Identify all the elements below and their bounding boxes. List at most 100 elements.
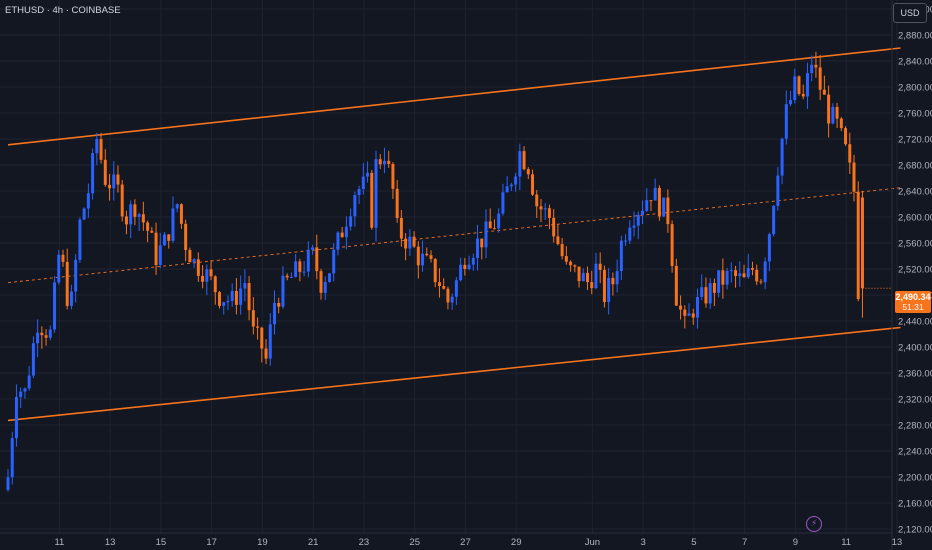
price-tick-label: 2,640.00 <box>898 187 932 198</box>
candle-body <box>412 236 416 247</box>
candle-body <box>10 438 14 478</box>
candle-body <box>387 160 391 164</box>
time-tick-label: 13 <box>892 537 903 548</box>
candle-body <box>268 324 272 359</box>
candle-body <box>306 249 310 272</box>
candle-body <box>657 187 661 217</box>
candle-body <box>23 388 27 392</box>
time-axis[interactable]: 11131517192123252729Jun3579111315 <box>54 537 932 548</box>
time-tick-label: 13 <box>105 537 116 548</box>
candle-body <box>31 343 35 376</box>
candle-body <box>205 269 209 282</box>
candle-body <box>695 296 699 318</box>
candle-body <box>353 195 357 217</box>
candle-body <box>653 187 657 201</box>
candle-body <box>196 259 200 276</box>
time-tick-label: 23 <box>359 537 370 548</box>
candle-body <box>831 106 835 124</box>
candle-body <box>349 216 353 227</box>
candle-body <box>725 270 729 285</box>
candle-body <box>543 208 547 210</box>
price-tick-label: 2,360.00 <box>898 369 932 380</box>
candle-body <box>641 210 644 215</box>
time-tick-label: 29 <box>511 537 522 548</box>
candle-body <box>175 204 179 209</box>
candle-body <box>421 253 425 266</box>
candle-body <box>366 172 370 177</box>
time-tick-label: 3 <box>640 537 645 548</box>
price-tick-label: 2,240.00 <box>898 447 932 458</box>
candle-body <box>260 327 264 349</box>
candle-body <box>222 302 226 306</box>
price-channel[interactable] <box>7 47 901 422</box>
candle-body <box>683 309 687 316</box>
candle-body <box>611 277 615 285</box>
candle-body <box>501 192 505 214</box>
candle-body <box>860 197 864 289</box>
candle-body <box>645 200 649 211</box>
candle-body <box>344 226 348 238</box>
candle-body <box>124 216 128 225</box>
candle-body <box>361 176 365 190</box>
candle-body <box>65 261 69 306</box>
candle-body <box>649 200 653 202</box>
price-axis[interactable]: 2,120.00 2,160.00 2,200.00 2,240.00 2,280.00… <box>898 5 932 536</box>
candle-body <box>234 290 238 305</box>
candle-body <box>6 477 10 490</box>
candle-body <box>670 224 674 266</box>
candle-body <box>679 305 683 310</box>
lightning-bolt-icon[interactable]: ⚡ <box>806 516 822 532</box>
price-tick-label: 2,320.00 <box>898 395 932 406</box>
price-tick-label: 2,200.00 <box>898 473 932 484</box>
candle-body <box>378 159 382 165</box>
candle-body <box>531 174 535 195</box>
candle-body <box>129 204 133 225</box>
candle-body <box>391 163 395 189</box>
candle-body <box>40 332 44 336</box>
candle-body <box>213 276 217 293</box>
candle-body <box>763 261 767 283</box>
candle-body <box>624 240 628 242</box>
currency-button[interactable]: USD <box>893 3 927 23</box>
price-tick-label: 2,520.00 <box>898 265 932 276</box>
candle-body <box>209 269 213 277</box>
time-tick-label: 27 <box>460 537 471 548</box>
candle-body <box>721 270 725 285</box>
candle-body <box>522 151 526 170</box>
candle-body <box>471 258 475 265</box>
price-tick-label: 2,440.00 <box>898 317 932 328</box>
candle-body <box>564 256 568 262</box>
candle-body <box>264 348 268 359</box>
candle-body <box>717 270 721 293</box>
candle-body <box>103 159 107 185</box>
candle-body <box>598 263 602 270</box>
price-tick-label: 2,720.00 <box>898 135 932 146</box>
candle-body <box>577 266 581 282</box>
time-tick-label: 5 <box>691 537 696 548</box>
candle-body <box>243 283 247 289</box>
candle-body <box>708 282 712 304</box>
candle-body <box>327 273 331 282</box>
candle-body <box>729 270 733 272</box>
time-tick-label: 17 <box>206 537 217 548</box>
candle-body <box>57 254 61 283</box>
candle-body <box>95 139 99 154</box>
candle-body <box>526 169 530 175</box>
candle-body <box>632 225 636 228</box>
candle-body <box>14 396 18 439</box>
candle-body <box>167 234 171 241</box>
candle-body <box>78 219 82 260</box>
candle-body <box>810 64 814 73</box>
candle-body <box>666 197 670 225</box>
candle-body <box>137 214 141 217</box>
candle-body <box>590 282 594 289</box>
candle-body <box>662 197 666 217</box>
candle-body <box>226 300 230 303</box>
candle-body <box>437 282 441 286</box>
candle-body <box>839 118 843 129</box>
candle-body <box>44 335 48 338</box>
candle-body <box>488 221 492 229</box>
candle-body <box>497 213 501 229</box>
candle-body <box>302 271 306 273</box>
